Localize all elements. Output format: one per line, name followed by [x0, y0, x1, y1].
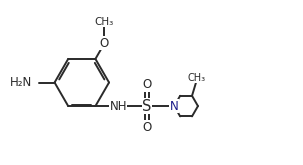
Text: NH: NH	[109, 100, 127, 113]
Text: H₂N: H₂N	[10, 76, 32, 89]
Text: O: O	[142, 121, 152, 134]
Text: S: S	[142, 99, 152, 114]
Text: O: O	[100, 37, 109, 50]
Text: N: N	[170, 100, 178, 113]
Text: CH₃: CH₃	[188, 73, 206, 83]
Text: O: O	[142, 78, 152, 91]
Text: N: N	[170, 100, 178, 113]
Text: CH₃: CH₃	[95, 17, 114, 27]
